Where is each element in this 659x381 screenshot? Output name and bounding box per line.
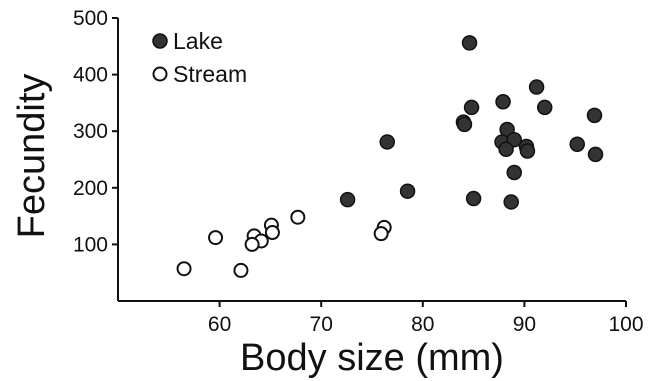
y-tick-label-400: 400 xyxy=(73,64,108,87)
x-tick-label-70: 70 xyxy=(310,313,333,336)
point-stream-10 xyxy=(233,262,249,278)
point-lake-7 xyxy=(456,116,473,133)
point-lake-18 xyxy=(399,183,416,199)
x-tick-label-60: 60 xyxy=(208,313,231,336)
y-axis-title: Fecundity xyxy=(11,74,53,239)
point-lake-19 xyxy=(339,191,356,208)
point-stream-9 xyxy=(176,261,192,277)
point-lake-14 xyxy=(498,141,514,158)
point-lake-2 xyxy=(495,94,511,110)
legend-marker-lake xyxy=(152,33,168,49)
data-points xyxy=(176,35,604,278)
x-ticks: 60 70 80 90 100 xyxy=(208,301,644,336)
point-lake-1 xyxy=(528,79,545,95)
point-lake-16 xyxy=(587,146,604,163)
point-stream-4 xyxy=(373,226,389,242)
point-lake-4 xyxy=(536,99,553,116)
point-stream-0 xyxy=(290,209,306,225)
point-lake-9 xyxy=(379,134,395,150)
y-tick-label-500: 500 xyxy=(73,7,108,30)
point-lake-21 xyxy=(503,194,519,210)
point-lake-3 xyxy=(463,99,480,116)
point-lake-0 xyxy=(461,35,478,51)
point-stream-3 xyxy=(264,225,280,241)
y-tick-label-100: 100 xyxy=(73,233,108,256)
point-lake-20 xyxy=(465,190,482,207)
point-lake-17 xyxy=(506,164,522,181)
point-lake-5 xyxy=(586,107,603,124)
y-ticks: 100 200 300 400 500 xyxy=(73,7,118,256)
x-tick-label-90: 90 xyxy=(513,313,536,336)
legend: Lake Stream xyxy=(152,28,247,87)
x-axis-title: Body size (mm) xyxy=(240,337,504,379)
point-stream-8 xyxy=(244,236,260,252)
legend-label-stream: Stream xyxy=(173,61,247,87)
legend-marker-stream xyxy=(152,66,168,82)
axes xyxy=(117,18,626,302)
y-tick-label-200: 200 xyxy=(73,177,108,200)
x-tick-label-80: 80 xyxy=(411,313,434,336)
legend-label-lake: Lake xyxy=(173,28,223,54)
y-tick-label-300: 300 xyxy=(73,120,108,143)
point-stream-6 xyxy=(208,230,224,246)
point-lake-12 xyxy=(569,136,585,152)
point-lake-15 xyxy=(519,143,536,159)
x-tick-label-100: 100 xyxy=(608,313,643,336)
